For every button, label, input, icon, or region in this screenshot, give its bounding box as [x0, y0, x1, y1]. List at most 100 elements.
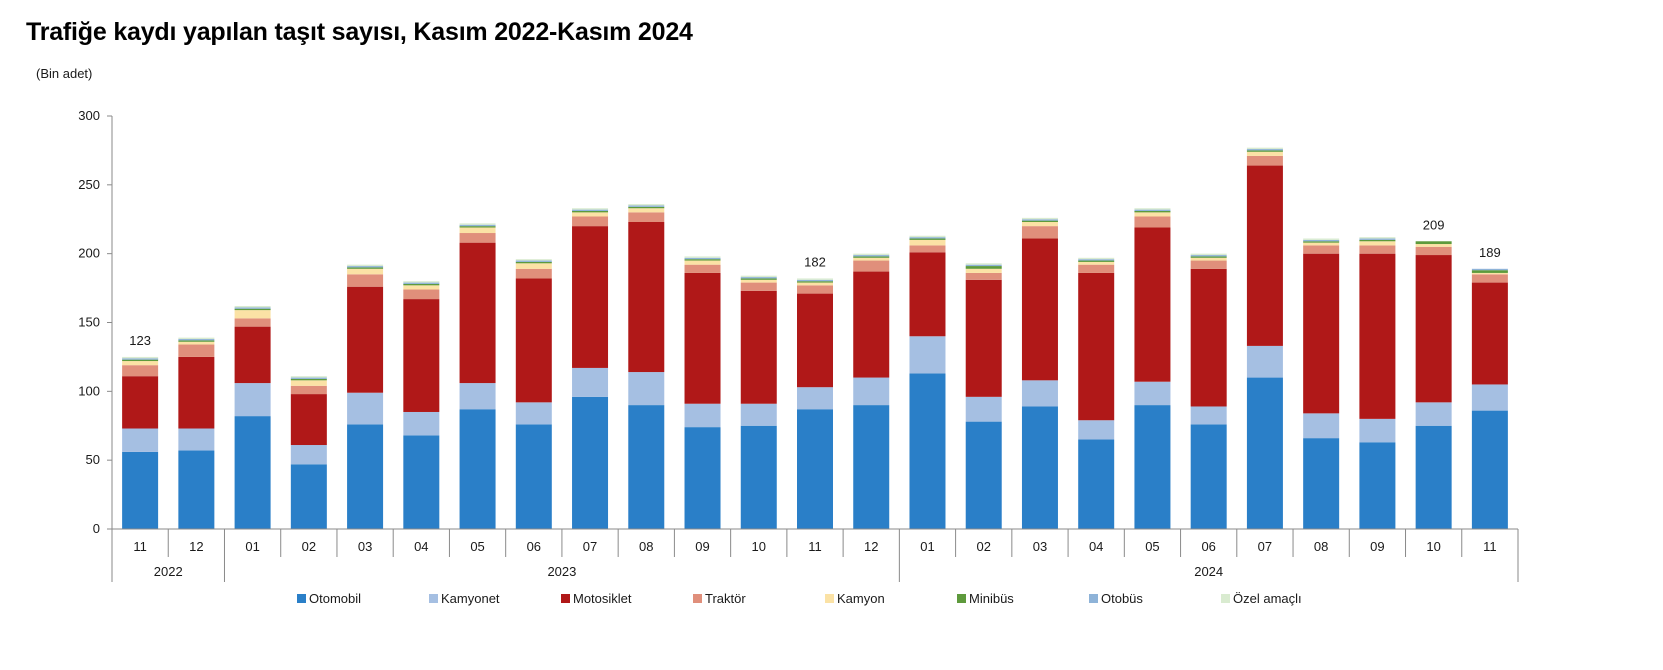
- bar-segment: [965, 272, 1002, 280]
- bar-segment: [965, 396, 1002, 422]
- bar-segment: [1303, 238, 1340, 240]
- bar-segment: [178, 428, 215, 451]
- bar-segment: [684, 259, 721, 261]
- bar-stack: [684, 256, 721, 529]
- bar-segment: [1021, 222, 1058, 227]
- y-tick-label: 50: [86, 452, 100, 467]
- bar-segment: [853, 253, 890, 256]
- x-tick-label: 10: [752, 539, 766, 554]
- bar-segment: [1246, 149, 1283, 151]
- bar-segment: [1078, 420, 1115, 440]
- bar-segment: [740, 282, 777, 291]
- bar-segment: [122, 376, 159, 429]
- bar-segment: [684, 403, 721, 428]
- bar-segment: [122, 451, 159, 529]
- bar-segment: [1190, 424, 1227, 529]
- bar-segment: [1190, 255, 1227, 257]
- year-group-label: 2024: [1194, 564, 1223, 579]
- x-tick-label: 07: [1258, 539, 1272, 554]
- bar-segment: [1359, 237, 1396, 239]
- x-tick-label: 11: [1483, 539, 1497, 554]
- bar-segment: [853, 257, 890, 261]
- bar-segment: [1078, 261, 1115, 265]
- bar-segment: [572, 212, 609, 217]
- bar-stack: [1471, 268, 1508, 529]
- bar-segment: [797, 387, 833, 410]
- y-tick-label: 250: [78, 177, 100, 192]
- x-tick-label: 01: [245, 539, 259, 554]
- bar-segment: [853, 260, 890, 272]
- bar-segment: [459, 224, 496, 227]
- bar-segment: [122, 359, 159, 362]
- bar-segment: [965, 264, 1002, 267]
- bar-total-label: 182: [804, 254, 826, 269]
- bar-segment: [572, 396, 609, 529]
- bar-segment: [290, 394, 327, 446]
- bar-segment: [1134, 212, 1171, 217]
- bar-segment: [1303, 438, 1340, 529]
- bar-segment: [1134, 216, 1171, 228]
- bar-segment: [1021, 238, 1058, 381]
- bar-segment: [1471, 274, 1508, 283]
- bar-segment: [909, 235, 946, 238]
- bar-segment: [1246, 165, 1283, 346]
- x-tick-label: 02: [302, 539, 316, 554]
- bar-segment: [684, 264, 721, 273]
- bar-segment: [347, 286, 384, 393]
- bar-segment: [572, 209, 609, 211]
- bar-segment: [178, 337, 215, 340]
- bar-stack: [853, 253, 890, 529]
- bar-segment: [459, 227, 496, 234]
- legend-item: Özel amaçlı: [1221, 591, 1302, 606]
- bar-stack: [740, 275, 777, 529]
- bar-segment: [1246, 345, 1283, 378]
- bar-segment: [1246, 150, 1283, 152]
- x-tick-label: 10: [1426, 539, 1440, 554]
- bar-segment: [234, 416, 271, 529]
- bar-segment: [628, 212, 665, 223]
- bar-segment: [853, 256, 890, 258]
- bar-segment: [459, 409, 496, 529]
- legend-item: Kamyonet: [429, 591, 500, 606]
- bar-segment: [1471, 272, 1508, 275]
- x-tick-label: 04: [414, 539, 428, 554]
- bar-segment: [684, 427, 721, 529]
- bar-segment: [572, 216, 609, 227]
- legend-label: Kamyon: [837, 591, 885, 606]
- bar-segment: [122, 365, 159, 377]
- bar-segment: [684, 272, 721, 404]
- bar-segment: [628, 222, 665, 373]
- bar-segment: [1021, 219, 1058, 221]
- bar-segment: [459, 226, 496, 228]
- bar-total-annotations: 123 182 209 189: [129, 217, 1500, 348]
- bar-segment: [403, 285, 440, 290]
- bar-segment: [459, 223, 496, 225]
- bar-segment: [1471, 268, 1508, 271]
- bar-segment: [1134, 208, 1171, 210]
- bar-segment: [403, 289, 440, 300]
- bar-segment: [1078, 264, 1115, 273]
- bar-segment: [1134, 405, 1171, 529]
- bar-segment: [797, 285, 833, 294]
- bar-segment: [1246, 147, 1283, 150]
- bar-segment: [909, 373, 946, 529]
- chart-title: Trafiğe kaydı yapılan taşıt sayısı, Kası…: [26, 18, 693, 46]
- bar-segment: [572, 367, 609, 397]
- bar-segment: [515, 259, 552, 261]
- legend-item: Traktör: [693, 591, 746, 606]
- bar-segment: [515, 402, 552, 425]
- bar-total-label: 209: [1423, 217, 1445, 232]
- bar-segment: [1359, 238, 1396, 240]
- bar-segment: [403, 411, 440, 436]
- bar-stack: [1359, 237, 1396, 529]
- bar-segment: [740, 278, 777, 280]
- bar-segment: [740, 290, 777, 404]
- bar-stack: [909, 235, 946, 529]
- bar-segment: [234, 310, 271, 319]
- bar-segment: [572, 208, 609, 210]
- bar-segment: [1021, 406, 1058, 529]
- bar-segment: [290, 445, 327, 465]
- legend-swatch: [957, 594, 966, 603]
- legend-label: Minibüs: [969, 591, 1014, 606]
- bar-segment: [1078, 272, 1115, 421]
